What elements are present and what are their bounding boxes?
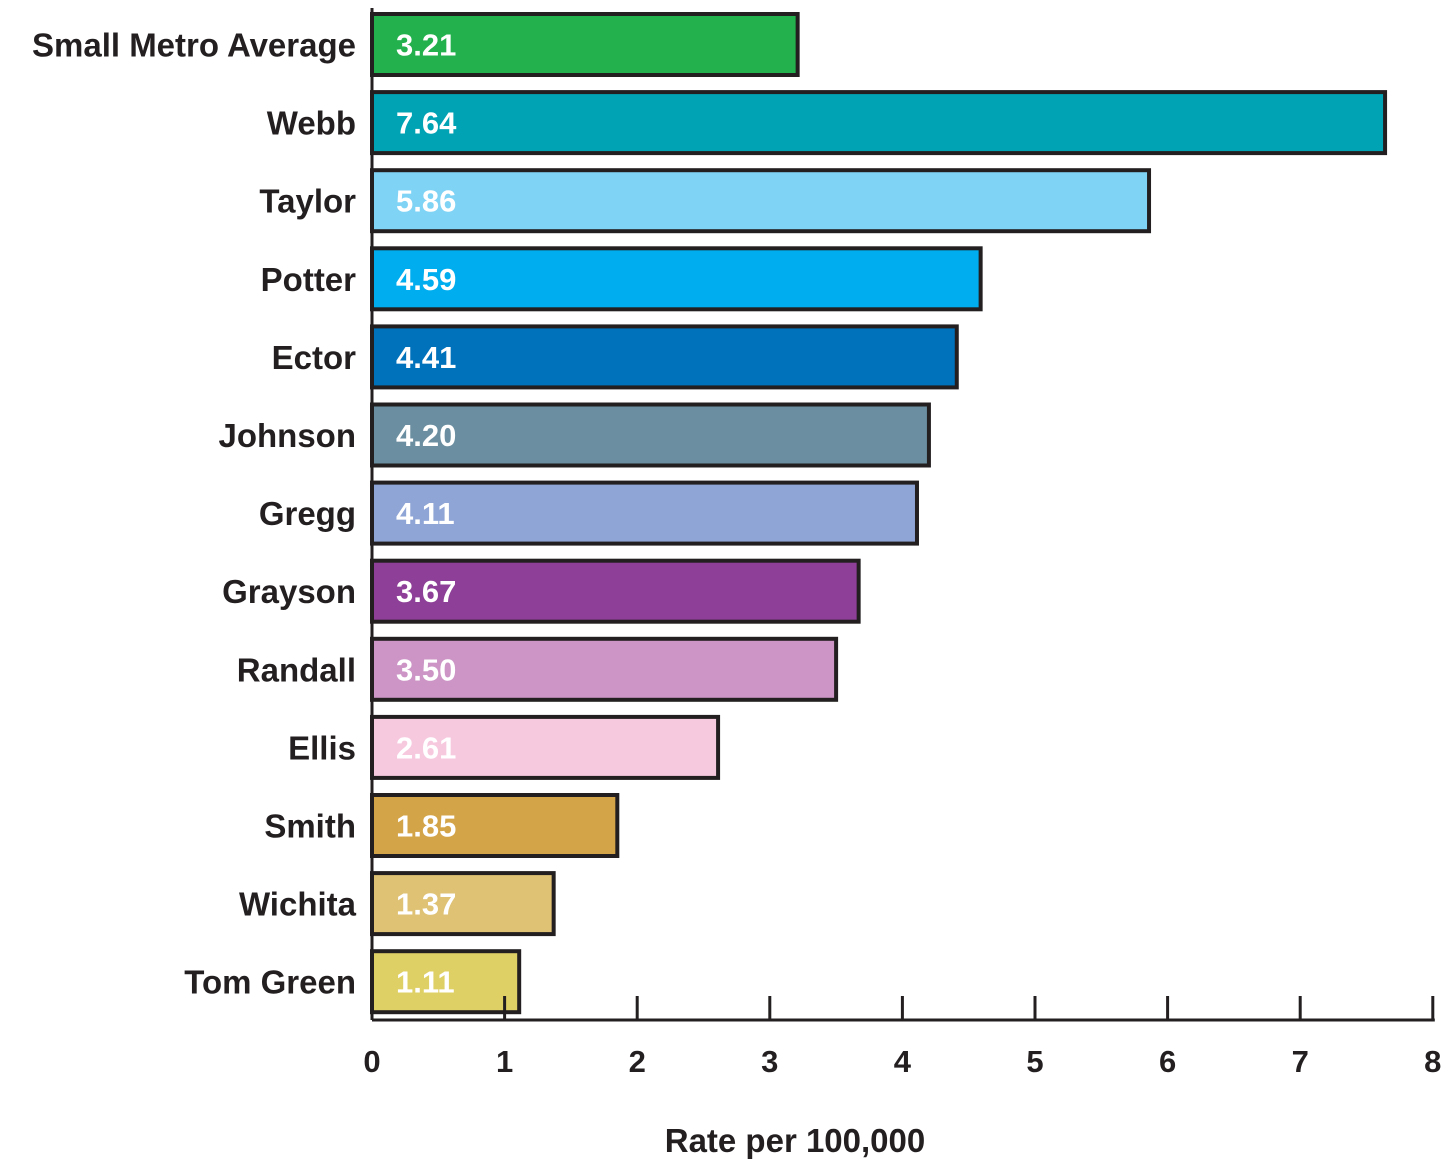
bar-gregg bbox=[370, 480, 919, 546]
value-label: 7.64 bbox=[396, 106, 457, 141]
bar-smith bbox=[370, 793, 620, 858]
category-label: Grayson bbox=[222, 573, 356, 610]
category-label: Wichita bbox=[239, 886, 357, 923]
x-tick-label: 3 bbox=[761, 1044, 778, 1079]
axes-layer: 0 1 2 3 4 5 6 7 8 bbox=[363, 8, 1441, 1079]
value-label: 5.86 bbox=[396, 184, 456, 219]
bar-ector bbox=[370, 324, 959, 390]
category-label: Randall bbox=[237, 651, 356, 688]
category-label: Webb bbox=[267, 105, 356, 142]
bar-grayson bbox=[370, 558, 861, 624]
value-label: 3.50 bbox=[396, 652, 456, 687]
x-tick-label: 8 bbox=[1424, 1044, 1441, 1079]
category-label: Small Metro Average bbox=[32, 27, 356, 64]
value-label: 3.67 bbox=[396, 574, 456, 609]
value-label: 4.20 bbox=[396, 418, 456, 453]
category-label: Gregg bbox=[259, 495, 356, 532]
category-label: Smith bbox=[264, 808, 356, 845]
value-label: 4.11 bbox=[396, 496, 455, 531]
bar-potter bbox=[370, 246, 983, 312]
category-label: Tom Green bbox=[184, 964, 356, 1001]
x-tick-label: 0 bbox=[363, 1044, 380, 1079]
bars-layer: Small Metro Average 3.21 Webb 7.64 Taylor 5.8… bbox=[32, 12, 1388, 1015]
bar-johnson bbox=[370, 402, 931, 468]
value-label: 1.85 bbox=[396, 809, 456, 844]
x-tick-label: 4 bbox=[894, 1044, 912, 1079]
category-label: Taylor bbox=[259, 183, 356, 220]
x-tick-label: 7 bbox=[1292, 1044, 1309, 1079]
x-tick-label: 6 bbox=[1159, 1044, 1176, 1079]
category-label: Ellis bbox=[288, 729, 356, 766]
category-label: Johnson bbox=[219, 417, 357, 454]
x-tick-label: 2 bbox=[629, 1044, 646, 1079]
value-label: 2.61 bbox=[396, 730, 456, 765]
category-label: Ector bbox=[272, 339, 357, 376]
x-axis-title: Rate per 100,000 bbox=[665, 1122, 926, 1159]
bar-randall bbox=[370, 636, 839, 702]
x-tick-label: 1 bbox=[496, 1044, 513, 1079]
value-label: 4.59 bbox=[396, 262, 456, 297]
value-label: 1.11 bbox=[396, 965, 455, 1000]
bar-taylor bbox=[370, 168, 1152, 234]
bar-webb bbox=[370, 90, 1388, 156]
value-label: 3.21 bbox=[396, 28, 456, 63]
value-label: 4.41 bbox=[396, 340, 456, 375]
category-label: Potter bbox=[261, 261, 357, 298]
value-label: 1.37 bbox=[396, 887, 456, 922]
x-tick-label: 5 bbox=[1026, 1044, 1043, 1079]
